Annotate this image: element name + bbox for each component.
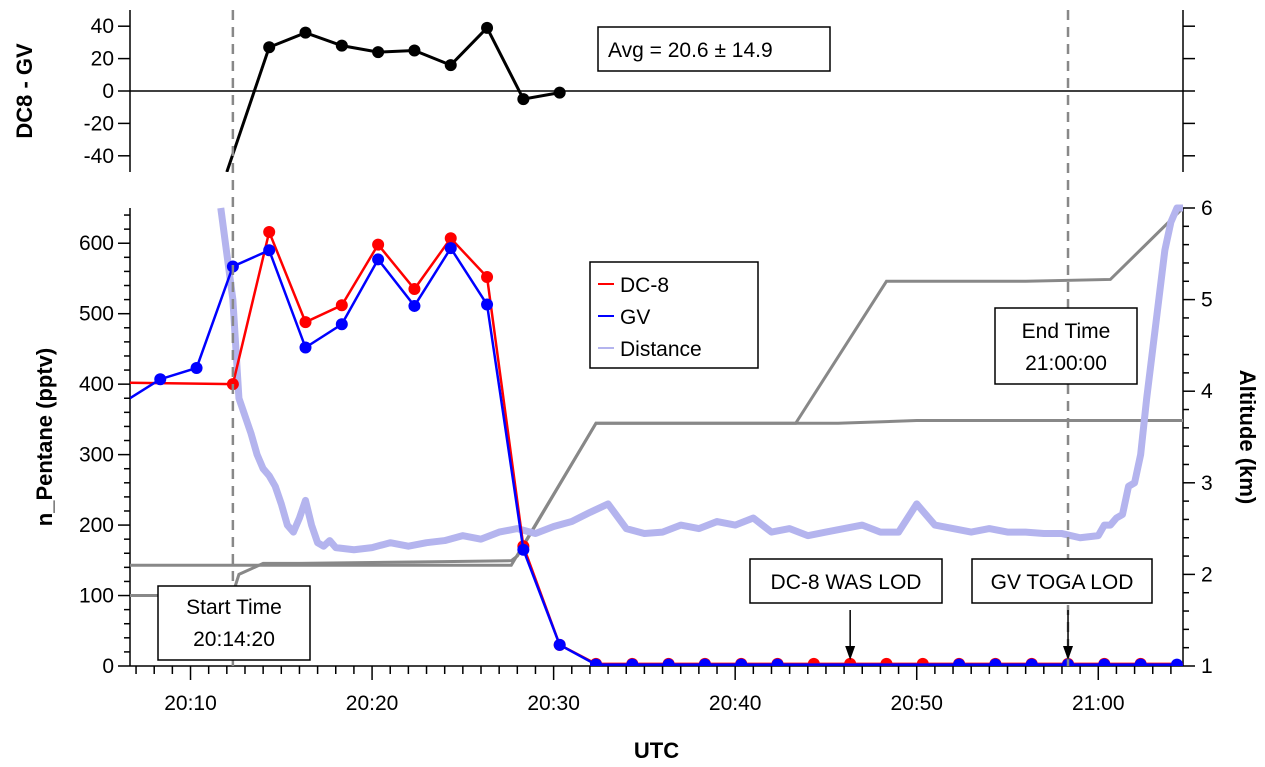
x-tick-label: 21:00 <box>1072 692 1125 715</box>
x-axis-title: UTC <box>634 738 679 763</box>
y2-tick-label: 3 <box>1201 472 1213 495</box>
top-y-tick-label: 0 <box>102 80 114 103</box>
difference-panel: 40 20 0 -20 -40 <box>84 10 1195 172</box>
gv-point <box>735 658 748 666</box>
gv-point <box>1134 658 1147 666</box>
legend-label-gv: GV <box>620 306 650 329</box>
y2-axis-title: Altitude (km) <box>1235 370 1260 504</box>
dc8-lod-annotation: DC-8 WAS LOD <box>749 558 943 604</box>
y-tick-label: 100 <box>79 585 114 608</box>
y2-tick-label: 6 <box>1201 197 1213 220</box>
dc8-point <box>372 238 385 251</box>
top-y-tick-label: -20 <box>84 112 114 135</box>
start-time-label: Start Time <box>186 596 282 619</box>
gv-point <box>662 658 675 666</box>
x-tick-label: 20:30 <box>527 692 580 715</box>
gv-point <box>771 658 784 666</box>
gv-point <box>154 373 167 386</box>
distance-line <box>217 204 1183 554</box>
y2-tick-label: 2 <box>1201 563 1213 586</box>
legend-label-distance: Distance <box>620 338 702 361</box>
dc8-point <box>335 299 348 312</box>
difference-point <box>299 26 312 39</box>
legend-box <box>589 261 759 369</box>
y-tick-label: 300 <box>79 444 114 467</box>
top-y-axis-title: DC8 - GV <box>12 43 37 139</box>
x-tick-label: 20:50 <box>890 692 943 715</box>
dc8-point <box>444 232 457 245</box>
y-tick-label: 500 <box>79 303 114 326</box>
gv-point <box>626 658 639 666</box>
gv-point <box>372 253 385 266</box>
difference-point <box>263 41 276 54</box>
gv-point <box>589 658 602 666</box>
gv-point <box>481 298 494 311</box>
dc8-point <box>408 283 421 296</box>
gv-lod-arrow-head <box>1063 646 1074 660</box>
y-tick-label: 0 <box>102 655 114 678</box>
gv-point <box>408 299 421 312</box>
x-tick-label: 20:10 <box>164 692 217 715</box>
gv-point <box>444 242 457 255</box>
y-axis-title: n_Pentane (pptv) <box>32 348 57 526</box>
gv-point <box>953 658 966 666</box>
y2-tick-label: 4 <box>1201 380 1213 403</box>
difference-point <box>553 86 566 99</box>
difference-point <box>408 44 421 57</box>
gv-point <box>517 543 530 556</box>
top-y-tick-label: 20 <box>91 48 114 71</box>
average-annotation: Avg = 20.6 ± 14.9 <box>608 39 773 62</box>
difference-point <box>481 21 494 34</box>
start-time-annotation: Start Time 20:14:20 <box>157 585 311 661</box>
dc8-point <box>299 316 312 329</box>
top-y-tick-label: 40 <box>91 15 114 38</box>
legend-label-dc8: DC-8 <box>620 274 669 297</box>
dc8-point <box>263 225 276 238</box>
gv-point <box>263 244 276 257</box>
difference-point <box>444 59 457 72</box>
gv-point <box>553 638 566 651</box>
x-tick-label: 20:20 <box>346 692 399 715</box>
start-time-value: 20:14:20 <box>193 628 275 651</box>
y2-tick-label: 5 <box>1201 289 1213 312</box>
gv-point <box>299 341 312 354</box>
end-time-label: End Time <box>1022 320 1111 343</box>
gv-lod-box <box>971 558 1153 604</box>
start-time-box <box>157 585 311 661</box>
gv-point <box>1170 658 1183 666</box>
difference-point <box>335 39 348 52</box>
y-tick-label: 600 <box>79 232 114 255</box>
dc8-lod-arrow-head <box>845 646 856 660</box>
y-tick-label: 200 <box>79 514 114 537</box>
end-time-annotation: End Time 21:00:00 <box>994 307 1138 385</box>
difference-line <box>268 25 560 101</box>
difference-point <box>372 46 385 59</box>
average-box <box>597 26 831 72</box>
gv-point <box>989 658 1002 666</box>
legend: DC-8 GV Distance <box>589 261 759 369</box>
end-time-box <box>994 307 1138 385</box>
bottom-plot-area <box>130 204 1183 666</box>
dc8-lod-label: DC-8 WAS LOD <box>771 571 922 594</box>
gv-point <box>190 361 203 374</box>
x-tick-label: 20:40 <box>709 692 762 715</box>
y2-tick-label: 1 <box>1201 655 1213 678</box>
top-plot-area <box>225 21 566 172</box>
altitude-trace <box>130 206 1183 567</box>
dc8-point <box>481 271 494 284</box>
gv-line <box>130 245 1177 666</box>
end-time-value: 21:00:00 <box>1025 352 1107 375</box>
top-y-tick-label: -40 <box>84 145 114 168</box>
gv-point <box>335 318 348 331</box>
gv-point <box>1098 658 1111 666</box>
gv-lod-annotation: GV TOGA LOD <box>971 558 1153 604</box>
gv-lod-label: GV TOGA LOD <box>991 571 1134 594</box>
difference-point <box>517 93 530 106</box>
y-tick-label: 400 <box>79 373 114 396</box>
dc8-lod-box <box>749 558 943 604</box>
gv-point <box>698 658 711 666</box>
gv-point <box>1025 658 1038 666</box>
